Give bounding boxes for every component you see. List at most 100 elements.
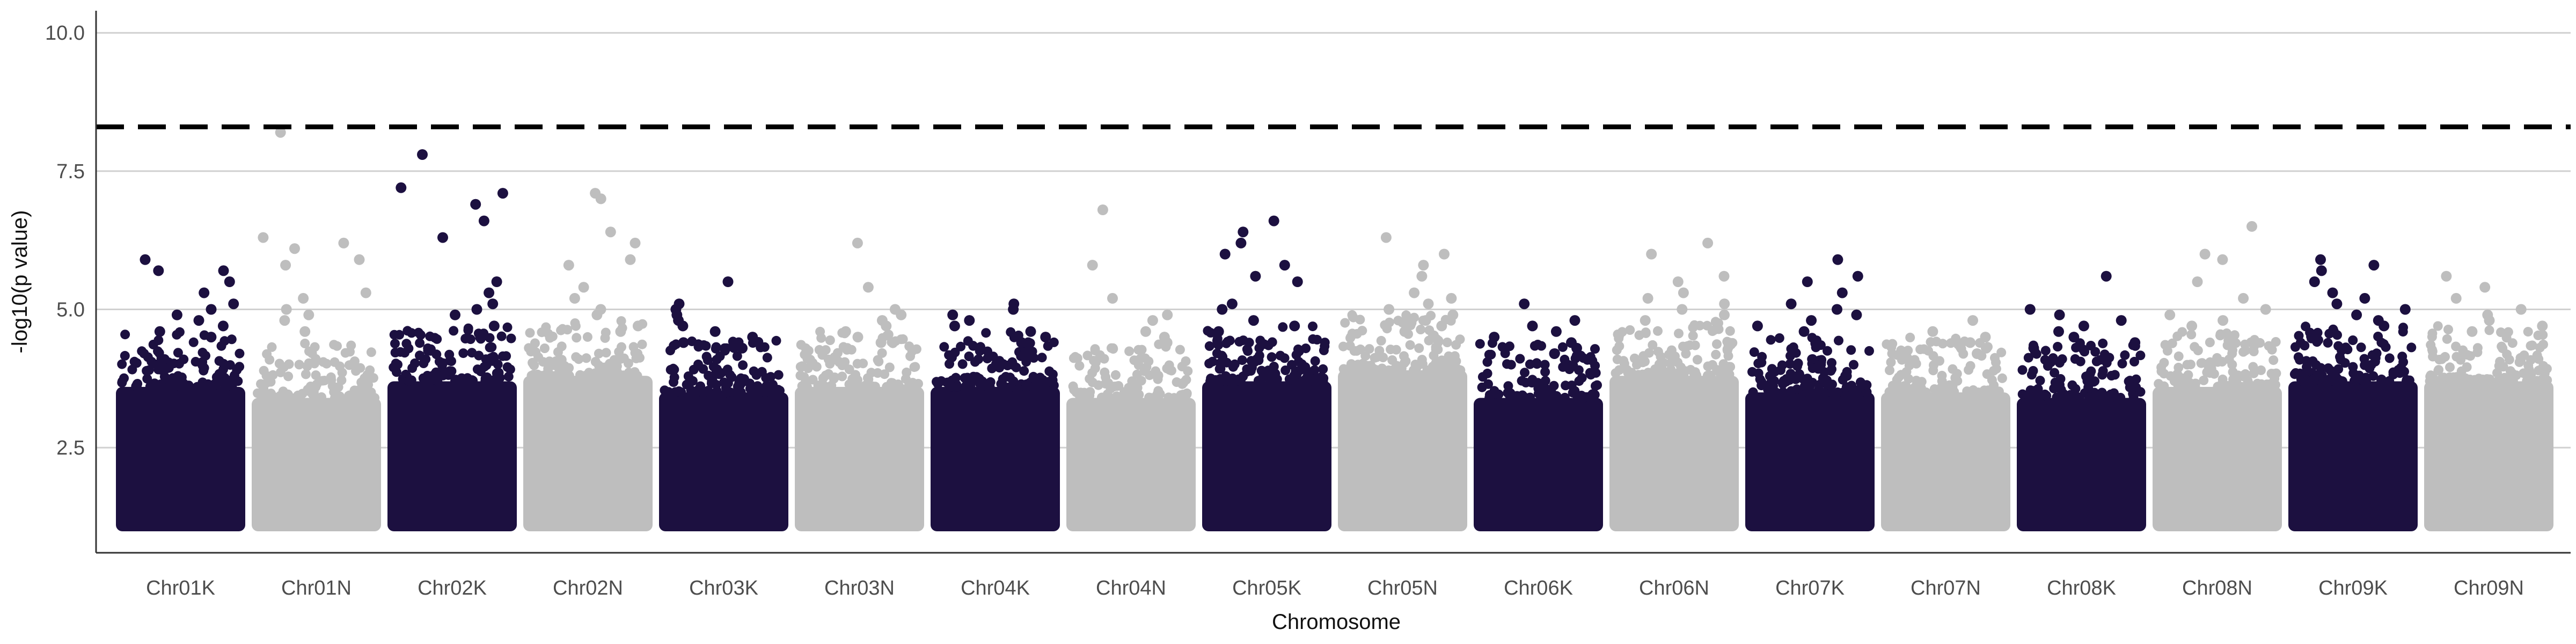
snp-peak-point — [2101, 270, 2112, 282]
snp-point — [2482, 374, 2492, 384]
snp-point — [1632, 360, 1642, 370]
snp-point — [1130, 378, 1140, 389]
snp-peak-point — [1550, 326, 1562, 337]
point-band-Chr05N — [1338, 370, 1467, 531]
snp-point — [1297, 359, 1307, 369]
snp-peak-point — [1279, 260, 1290, 271]
snp-point — [1346, 332, 1356, 342]
snp-point — [1584, 392, 1594, 402]
snp-point — [1345, 341, 1355, 351]
snp-point — [1952, 369, 1962, 379]
chromosome-points-Chr03K — [659, 276, 788, 531]
snp-peak-point — [2309, 276, 2320, 287]
snp-point — [1037, 353, 1047, 363]
snp-point — [1963, 387, 1973, 398]
chromosome-points-Chr01N — [252, 127, 381, 531]
snp-peak-point — [1147, 315, 1158, 326]
point-band-Chr03N — [795, 386, 924, 531]
snp-peak-point — [1087, 260, 1098, 271]
snp-point — [1310, 356, 1320, 366]
snp-peak-point — [471, 304, 482, 315]
snp-point — [2199, 375, 2209, 385]
snp-point — [2426, 370, 2436, 380]
snp-point — [1069, 353, 1079, 363]
snp-point — [860, 381, 870, 391]
snp-peak-point — [1235, 237, 1247, 248]
snp-point — [1348, 312, 1358, 323]
snp-point — [2268, 369, 2278, 379]
y-tick-label: 10.0 — [45, 22, 85, 45]
snp-peak-point — [218, 265, 229, 276]
snp-point — [987, 363, 997, 374]
snp-point — [2017, 365, 2028, 375]
x-tick-label-Chr06K: Chr06K — [1504, 577, 1573, 599]
snp-point — [366, 387, 376, 397]
snp-point — [2514, 357, 2524, 367]
snp-point — [936, 376, 946, 386]
snp-point — [1570, 386, 1580, 396]
snp-point — [2533, 330, 2543, 340]
snp-point — [674, 386, 684, 396]
snp-point — [2393, 365, 2403, 375]
snp-peak-point — [2327, 287, 2338, 298]
snp-peak-point — [2479, 282, 2491, 293]
snp-point — [2238, 347, 2249, 357]
snp-point — [539, 343, 550, 353]
snp-point — [1692, 355, 1702, 365]
chromosome-points-Chr08N — [2153, 221, 2282, 531]
snp-point — [479, 362, 489, 372]
snp-point — [2040, 346, 2051, 356]
snp-point — [2384, 353, 2395, 363]
snp-point — [262, 349, 272, 359]
snp-point — [1916, 377, 1927, 387]
snp-point — [2365, 363, 2375, 374]
snp-point — [1446, 357, 1456, 368]
snp-point — [669, 341, 679, 351]
snp-peak-point — [154, 326, 165, 337]
snp-point — [1382, 324, 1392, 334]
snp-point — [541, 322, 551, 332]
snp-point — [762, 353, 772, 363]
data-points — [116, 127, 2553, 531]
snp-point — [1477, 382, 1487, 392]
snp-point — [530, 338, 540, 348]
snp-point — [1921, 387, 1931, 397]
snp-point — [154, 348, 164, 358]
snp-point — [1690, 370, 1700, 380]
snp-peak-point — [615, 326, 626, 337]
snp-point — [2215, 329, 2226, 339]
snp-point — [1753, 368, 1763, 378]
snp-point — [985, 382, 995, 392]
snp-point — [1766, 335, 1776, 345]
snp-point — [451, 375, 461, 385]
snp-point — [874, 356, 884, 367]
snp-point — [261, 371, 272, 380]
snp-point — [981, 328, 991, 338]
snp-point — [1141, 362, 1152, 372]
snp-peak-point — [563, 260, 574, 271]
snp-point — [2537, 375, 2547, 385]
chromosome-points-Chr04K — [931, 298, 1060, 531]
snp-point — [1477, 372, 1488, 382]
snp-point — [1712, 339, 1722, 349]
snp-point — [1028, 371, 1038, 382]
snp-point — [976, 342, 985, 352]
snp-peak-point — [2537, 320, 2548, 332]
snp-point — [1560, 354, 1570, 364]
snp-point — [431, 349, 442, 360]
snp-point — [188, 337, 199, 347]
snp-point — [502, 322, 513, 332]
snp-point — [2212, 353, 2222, 363]
snp-peak-point — [279, 315, 290, 326]
snp-peak-point — [487, 298, 499, 310]
snp-point — [1711, 349, 1721, 360]
snp-point — [1172, 377, 1182, 387]
snp-point — [142, 365, 152, 376]
snp-point — [2445, 362, 2455, 372]
snp-point — [481, 354, 491, 364]
snp-point — [799, 381, 809, 391]
snp-point — [480, 374, 491, 384]
snp-point — [840, 357, 850, 367]
snp-peak-point — [1571, 342, 1582, 354]
